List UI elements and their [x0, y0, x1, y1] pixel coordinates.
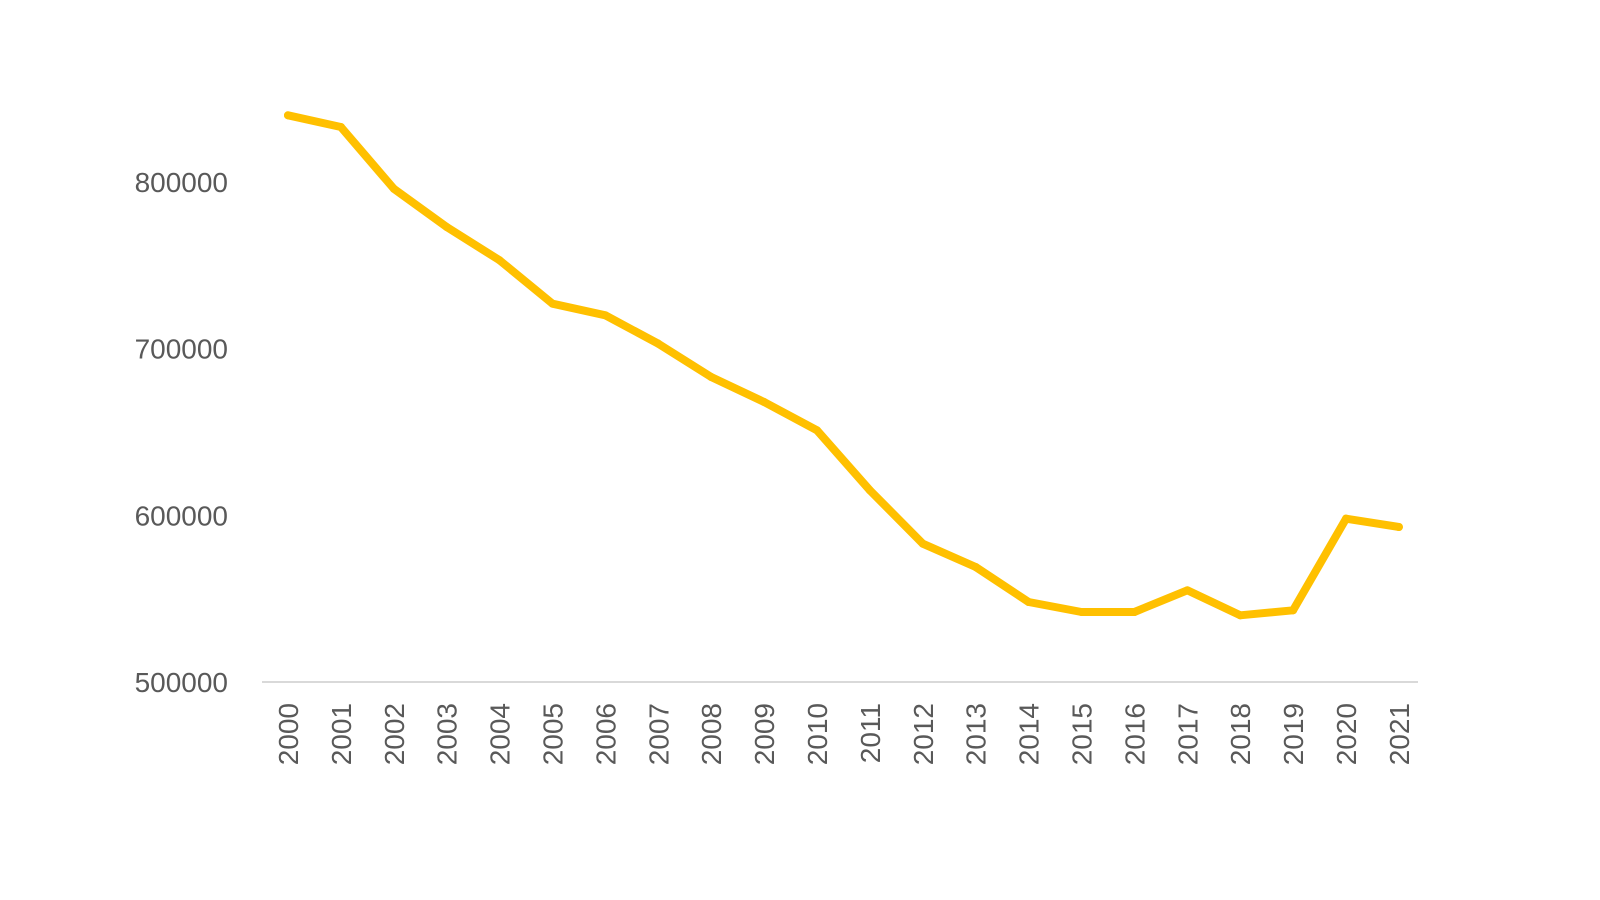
- x-tick-label: 2010: [802, 703, 833, 765]
- data-point: [1289, 606, 1298, 615]
- x-tick-label: 2007: [643, 703, 674, 765]
- data-point: [495, 256, 504, 265]
- x-tick-label: 2019: [1278, 703, 1309, 765]
- x-tick-label: 2016: [1119, 703, 1150, 765]
- data-point: [918, 539, 927, 548]
- data-point: [865, 486, 874, 495]
- x-tick-label: 2000: [273, 703, 304, 765]
- data-point: [336, 123, 345, 131]
- x-tick-label: 2017: [1172, 703, 1203, 765]
- data-point: [707, 373, 716, 381]
- y-axis-tick-labels: 500000 600000 700000 800000: [135, 167, 228, 698]
- x-tick-label: 2009: [749, 703, 780, 765]
- x-tick-label: 2015: [1067, 703, 1098, 765]
- data-point: [1077, 608, 1086, 616]
- x-tick-label: 2002: [379, 703, 410, 765]
- data-point: [389, 184, 398, 193]
- x-tick-label: 2013: [961, 703, 992, 765]
- data-point: [1024, 598, 1033, 606]
- x-tick-label: 2003: [432, 703, 463, 765]
- y-tick-label: 500000: [135, 667, 228, 698]
- y-tick-label: 800000: [135, 167, 228, 198]
- y-tick-label: 600000: [135, 500, 228, 531]
- x-tick-label: 2018: [1225, 703, 1256, 765]
- data-point: [1394, 523, 1403, 531]
- x-axis-tick-labels: 2000 2001 2002 2003 2004 2005 2006 2007 2008 2009…: [273, 703, 1415, 765]
- data-point: [442, 223, 451, 231]
- data-point: [548, 299, 557, 308]
- x-tick-label: 2005: [538, 703, 569, 765]
- series-layer: [284, 111, 1403, 620]
- data-point: [601, 311, 610, 320]
- data-point: [284, 111, 292, 120]
- data-point: [1236, 611, 1245, 620]
- y-tick-label: 700000: [135, 334, 228, 365]
- x-tick-label: 2021: [1384, 703, 1415, 765]
- x-tick-label: 2001: [326, 703, 357, 765]
- data-point: [654, 339, 663, 348]
- data-point: [1342, 514, 1350, 523]
- data-point: [1183, 586, 1192, 595]
- x-tick-label: 2014: [1014, 703, 1045, 765]
- data-point: [1130, 608, 1139, 616]
- x-tick-label: 2011: [855, 703, 886, 763]
- x-tick-label: 2006: [590, 703, 621, 765]
- data-point: [971, 563, 980, 571]
- data-point: [760, 398, 769, 406]
- x-tick-label: 2020: [1331, 703, 1362, 765]
- series-line-0: [284, 111, 1403, 620]
- x-tick-label: 2008: [696, 703, 727, 765]
- x-tick-label: 2004: [485, 703, 516, 765]
- data-point: [813, 426, 821, 435]
- x-tick-label: 2012: [908, 703, 939, 765]
